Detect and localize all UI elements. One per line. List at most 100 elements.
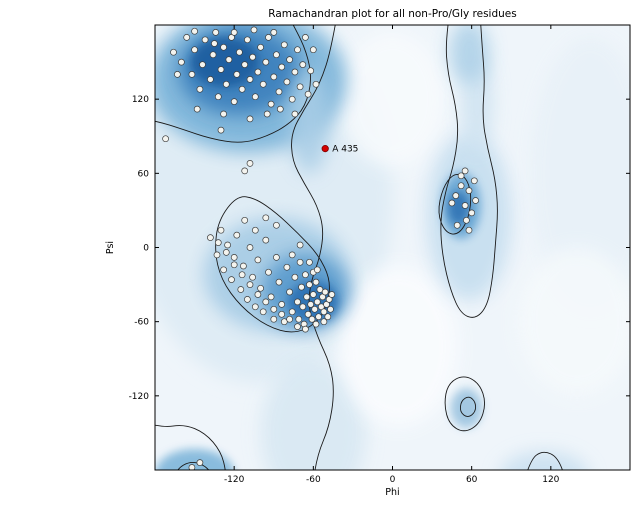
residue-point [225, 56, 233, 63]
residue-point [312, 278, 320, 286]
residue-point [291, 110, 299, 118]
residue-point [302, 325, 309, 333]
residue-point [461, 202, 469, 209]
residue-point [209, 51, 217, 59]
residue-point [217, 66, 225, 73]
residue-point [262, 236, 270, 244]
residue-point [220, 110, 227, 118]
y-axis-label: Psi [105, 241, 116, 254]
residue-point [306, 281, 313, 288]
contour-bottom-right-inner [459, 396, 477, 417]
residue-point [328, 291, 336, 298]
residue-point [188, 71, 196, 78]
residue-point [463, 216, 470, 224]
density-blob [500, 451, 588, 470]
residue-point [196, 459, 204, 466]
residue-point [280, 318, 288, 326]
residue-point [220, 266, 227, 274]
residue-point [288, 308, 296, 316]
x-tick-label: -120 [224, 475, 245, 485]
residue-point [321, 288, 329, 296]
residue-point [240, 262, 247, 270]
contour-bottom-bump [527, 451, 563, 470]
residue-point [233, 231, 241, 239]
residue-point [254, 291, 262, 298]
residue-point [220, 43, 227, 51]
residue-point [207, 234, 214, 241]
highlight-point [321, 145, 329, 153]
residue-point [241, 167, 249, 175]
residue-point [296, 241, 304, 249]
residue-point [286, 315, 293, 323]
residue-point [193, 105, 201, 113]
residue-point [465, 187, 473, 194]
residue-point [188, 464, 196, 470]
residue-point [294, 298, 301, 306]
residue-point [286, 56, 293, 63]
residue-point [230, 29, 238, 36]
contour-outer-left [291, 25, 336, 470]
residue-point [270, 315, 278, 323]
residue-point [270, 305, 278, 313]
y-tick-label: -120 [129, 392, 150, 402]
residue-point [323, 301, 330, 308]
residue-point [303, 293, 311, 301]
residue-point [201, 36, 209, 44]
residue-point [461, 167, 469, 175]
residue-point [199, 61, 206, 68]
residue-point [254, 256, 262, 264]
residue-point [244, 36, 251, 44]
residue-point [278, 301, 286, 308]
contour-beta-favored [155, 25, 311, 143]
residue-point [249, 273, 256, 281]
density-blob [260, 358, 367, 470]
residue-point [214, 93, 222, 101]
residue-point [207, 76, 214, 83]
residue-point [257, 43, 264, 51]
residue-point [304, 310, 312, 318]
density-blob [531, 37, 630, 310]
residue-point [270, 73, 278, 81]
residue-point [299, 61, 307, 68]
residue-point [288, 95, 296, 103]
residue-point [211, 40, 218, 47]
residue-point [448, 199, 456, 207]
residue-point [315, 313, 322, 321]
residue-point [324, 313, 332, 321]
residue-point [312, 320, 320, 328]
residue-point [241, 216, 249, 224]
contour-left-handed-outer [440, 25, 498, 318]
residue-point [296, 258, 304, 266]
residue-point [246, 244, 254, 251]
contour-left-handed-inner [438, 173, 472, 235]
residue-point [313, 266, 321, 274]
residue-point [280, 41, 288, 49]
density-blob [190, 37, 260, 87]
contour-bottom-left-outer [155, 424, 226, 470]
residue-point [457, 182, 465, 190]
residue-point [472, 197, 479, 204]
residue-point [273, 221, 280, 229]
residue-point [263, 110, 271, 118]
residue-point [191, 46, 198, 54]
residue-point [273, 51, 280, 59]
residue-point [230, 254, 238, 261]
residue-point [257, 284, 264, 292]
residue-point [270, 29, 278, 36]
residue-point [316, 286, 324, 293]
residue-point [320, 318, 328, 326]
residue-point [307, 301, 315, 308]
residue-point [286, 288, 293, 296]
residue-point [262, 214, 270, 222]
residue-point [251, 226, 259, 234]
residue-point [254, 68, 262, 76]
residue-point [214, 239, 222, 246]
residue-point [275, 88, 283, 96]
residue-point [244, 296, 251, 303]
residue-point [170, 48, 177, 56]
residue-point [457, 172, 465, 180]
residue-point [470, 177, 478, 185]
residue-point [246, 76, 254, 83]
residue-point [308, 315, 316, 323]
residue-point [174, 71, 181, 78]
